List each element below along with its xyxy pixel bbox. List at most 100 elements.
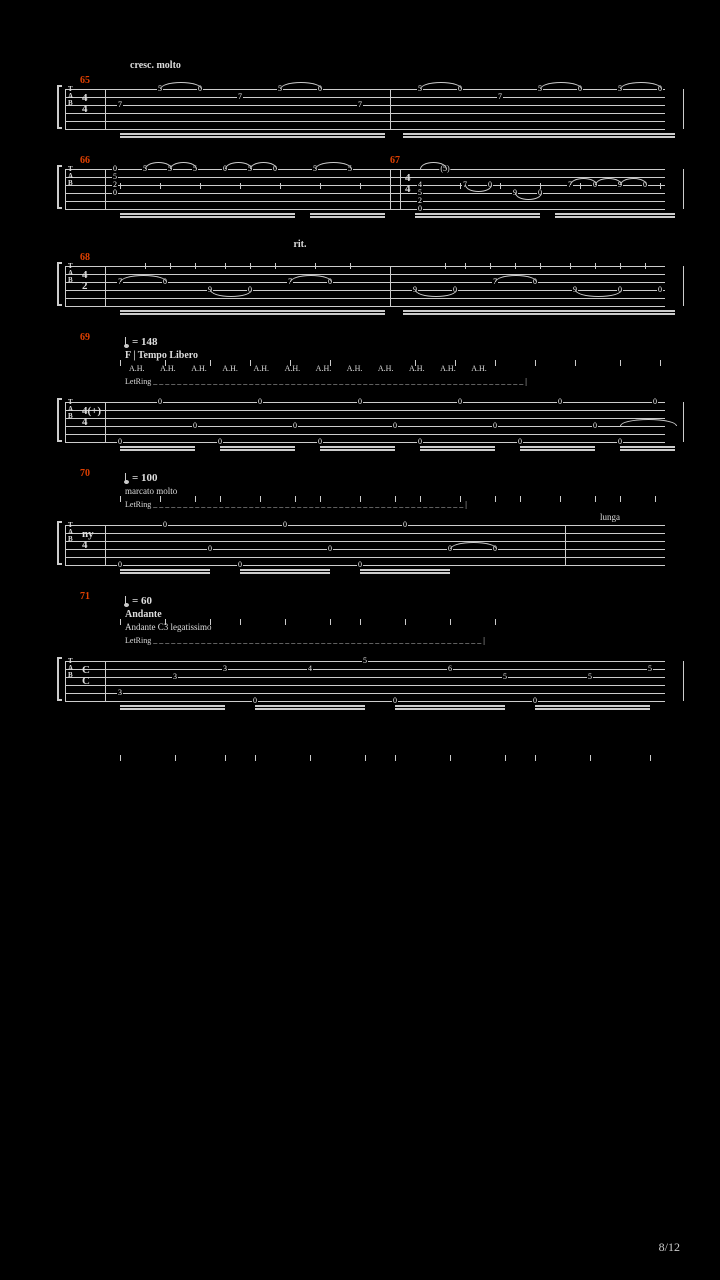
barline [105,525,106,565]
tie [465,185,492,192]
systems: 65TAB44750750750750506667TAB440520555050… [50,79,670,701]
barline [565,525,566,565]
system: = 148F | Tempo LiberoA.H. A.H. A.H. A.H.… [50,336,670,442]
tab-clef: TAB [68,263,73,284]
barline [65,402,66,442]
time-signature: 44 [82,93,88,115]
tie [515,193,542,200]
fret-number: 3 [222,665,228,673]
fret-number: 7 [117,101,123,109]
tie [595,178,622,185]
tie [495,275,537,282]
fret-number: 0 [252,697,258,705]
barline [65,89,66,129]
fret-number: 0 [162,521,168,529]
measure-number: 69 [80,332,90,343]
tie [620,419,677,426]
system: 6667TAB440520555050554520(5)70907090 [50,159,670,209]
direction-rit: rit. [0,239,670,250]
tab-clef: TAB [68,522,73,543]
fret-number: 0 [392,697,398,705]
fret-number: 0 [112,189,118,197]
barline [390,169,391,209]
tie [225,162,252,169]
fret-number: 4 [307,665,313,673]
fret-number: 0 [532,697,538,705]
barline [65,266,66,306]
time-signature: ny4 [82,529,94,551]
tie [290,275,332,282]
tie [210,290,252,297]
barline [683,661,684,701]
fret-number: 0 [517,438,523,446]
barline [683,402,684,442]
system-bracket [57,85,62,129]
fret-number: 0 [392,422,398,430]
tab-staff: TABny40000000000 [65,515,665,565]
tie [120,275,167,282]
tempo-block: = 148F | Tempo LiberoA.H. A.H. A.H. A.H.… [125,336,670,388]
tab-clef: TAB [68,658,73,679]
direction-cresc: cresc. molto [130,60,670,71]
barline [65,169,66,209]
tab-staff: TAB4475075075075050 [65,79,665,129]
tab-staff: TAB427090709070900 [65,256,665,306]
fret-number: 0 [592,422,598,430]
system: 68TAB427090709070900 [50,256,670,306]
fret-number: 0 [492,422,498,430]
fret-number: 0 [217,438,223,446]
fret-number: 7 [357,101,363,109]
barline [683,169,684,209]
tie [450,542,497,549]
fret-number: 0 [617,438,623,446]
system: 65TAB4475075075075050 [50,79,670,129]
barline [390,266,391,306]
tie [250,162,277,169]
time-signature: CC [82,665,90,687]
time-signature: 42 [82,270,88,292]
fret-number: 0 [207,545,213,553]
fret-number: 0 [282,521,288,529]
system-bracket [57,398,62,442]
fret-number: 0 [117,438,123,446]
barline [105,169,106,209]
fret-number: 0 [257,398,263,406]
tie [415,290,457,297]
tab-staff: TABCC333045065055 [65,651,665,701]
tab-staff: TAB4(+)400000000000000000 [65,392,665,442]
tie [620,178,647,185]
fret-number: 3 [117,689,123,697]
fret-number: 0 [317,438,323,446]
fret-number: 0 [417,205,423,213]
system: = 60AndanteAndante C3 legatissimoLetRing… [50,595,670,701]
barline [105,266,106,306]
fret-number: 6 [447,665,453,673]
tie [315,162,352,169]
fret-number: 0 [557,398,563,406]
barline [683,266,684,306]
fret-number: 0 [292,422,298,430]
barline [105,89,106,129]
fret-number: 0 [157,398,163,406]
barline [683,89,684,129]
fret-number: 0 [652,398,658,406]
tab-staff: TAB440520555050554520(5)70907090 [65,159,665,209]
barline [105,402,106,442]
system-bracket [57,521,62,565]
tie [160,82,202,89]
tie [280,82,322,89]
system: = 100marcato moltoLetRing ______________… [50,472,670,565]
fret-number: 5 [647,665,653,673]
tempo-block: = 100marcato moltoLetRing ______________… [125,472,670,511]
barline [65,525,66,565]
tie [570,178,597,185]
tie [170,162,197,169]
tie [420,82,462,89]
fret-number: 0 [402,521,408,529]
time-signature: 44 [405,173,411,195]
fret-number: 0 [357,561,363,569]
fret-number: 3 [172,673,178,681]
page-number: 8/12 [659,1240,680,1255]
tie [620,82,662,89]
fret-number: 5 [502,673,508,681]
